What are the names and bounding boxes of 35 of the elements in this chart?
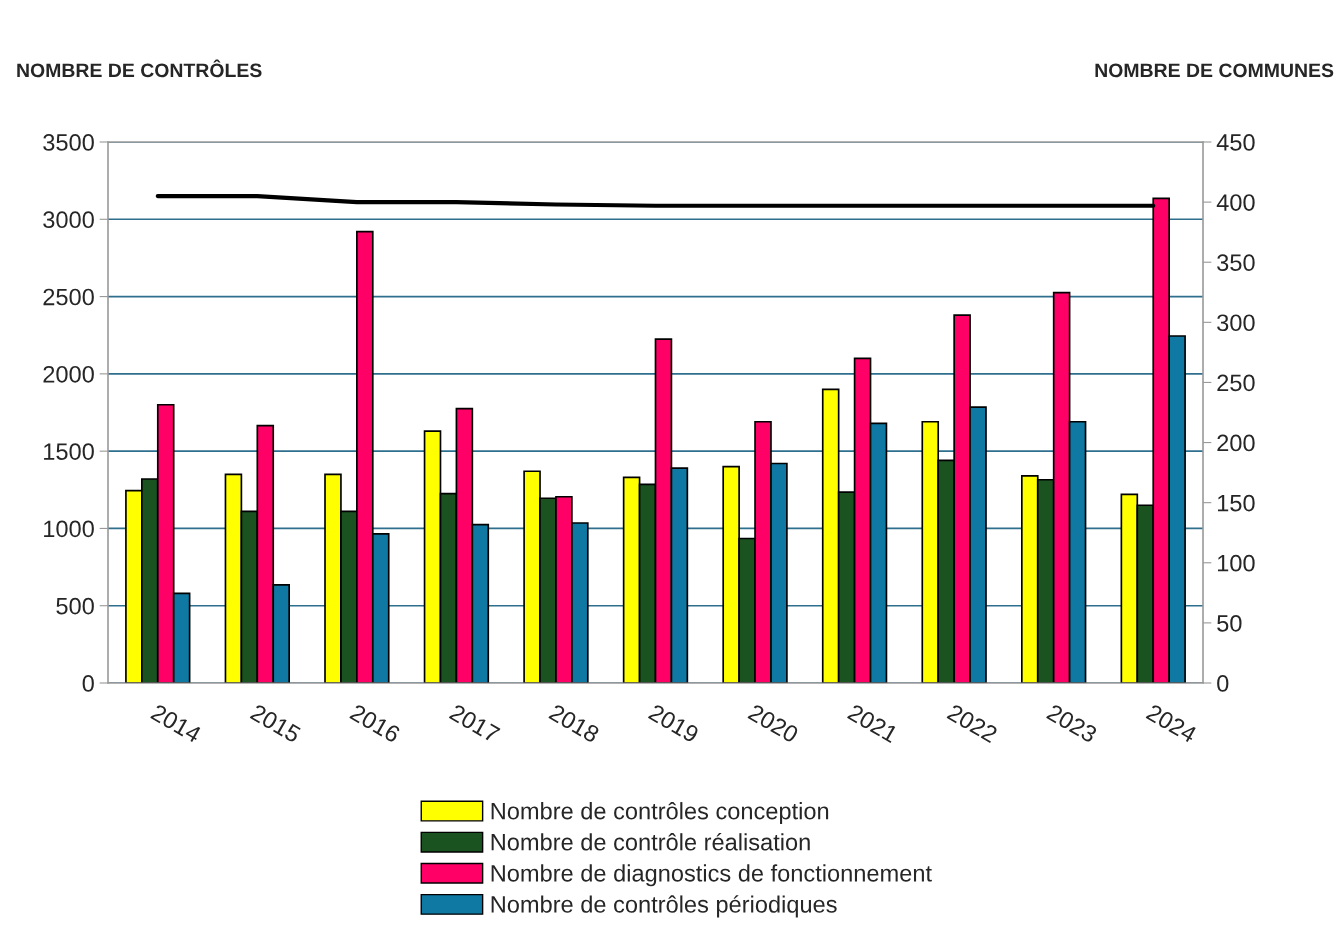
x-tick-label: 2019 bbox=[647, 703, 700, 744]
y2-tick-label: 50 bbox=[1217, 614, 1242, 632]
y-axis-title: NOMBRE DE CONTRÔLES bbox=[17, 59, 262, 78]
x-tick-label: 2023 bbox=[1046, 703, 1098, 744]
x-tick-label: 2018 bbox=[548, 703, 601, 744]
y-tick-label: 2500 bbox=[43, 288, 94, 306]
x-tick-label: 2021 bbox=[846, 703, 899, 744]
y2-tick-label: 0 bbox=[1217, 675, 1229, 692]
x-tick-label: 2017 bbox=[448, 703, 501, 744]
y-tick-label: 500 bbox=[56, 597, 94, 615]
y2-tick-label: 250 bbox=[1217, 374, 1255, 392]
legend-label: Nombre de contrôles périodiques bbox=[491, 895, 837, 918]
y2-tick-label: 150 bbox=[1217, 494, 1255, 512]
y-tick-label: 2000 bbox=[43, 365, 94, 383]
legend-label: Nombre de contrôles conception bbox=[491, 802, 829, 825]
x-tick-label: 2020 bbox=[747, 703, 800, 744]
y2-tick-label: 100 bbox=[1217, 554, 1255, 572]
y-tick-label: 3000 bbox=[43, 211, 94, 229]
x-tick-label: 2015 bbox=[249, 703, 302, 744]
x-tick-label: 2014 bbox=[150, 703, 203, 744]
y2-tick-label: 200 bbox=[1217, 434, 1255, 452]
y2-tick-label: 400 bbox=[1216, 194, 1255, 211]
legend-label: Nombre de diagnostics de fonctionnement bbox=[491, 864, 932, 887]
y2-tick-label: 450 bbox=[1216, 134, 1255, 151]
y2-tick-label: 300 bbox=[1217, 314, 1255, 332]
y-tick-label: 3500 bbox=[43, 134, 94, 151]
y2-tick-label: 350 bbox=[1217, 254, 1255, 272]
y2-axis-title: NOMBRE DE COMMUNES bbox=[1095, 63, 1334, 78]
x-tick-label: 2016 bbox=[349, 703, 402, 744]
x-tick-label: 2022 bbox=[946, 703, 999, 744]
y-tick-label: 1500 bbox=[44, 443, 94, 460]
x-tick-label: 2024 bbox=[1145, 703, 1198, 744]
y-tick-label: 1000 bbox=[44, 520, 94, 538]
y-tick-label: 0 bbox=[82, 675, 94, 692]
legend-label: Nombre de contrôle réalisation bbox=[491, 832, 810, 851]
